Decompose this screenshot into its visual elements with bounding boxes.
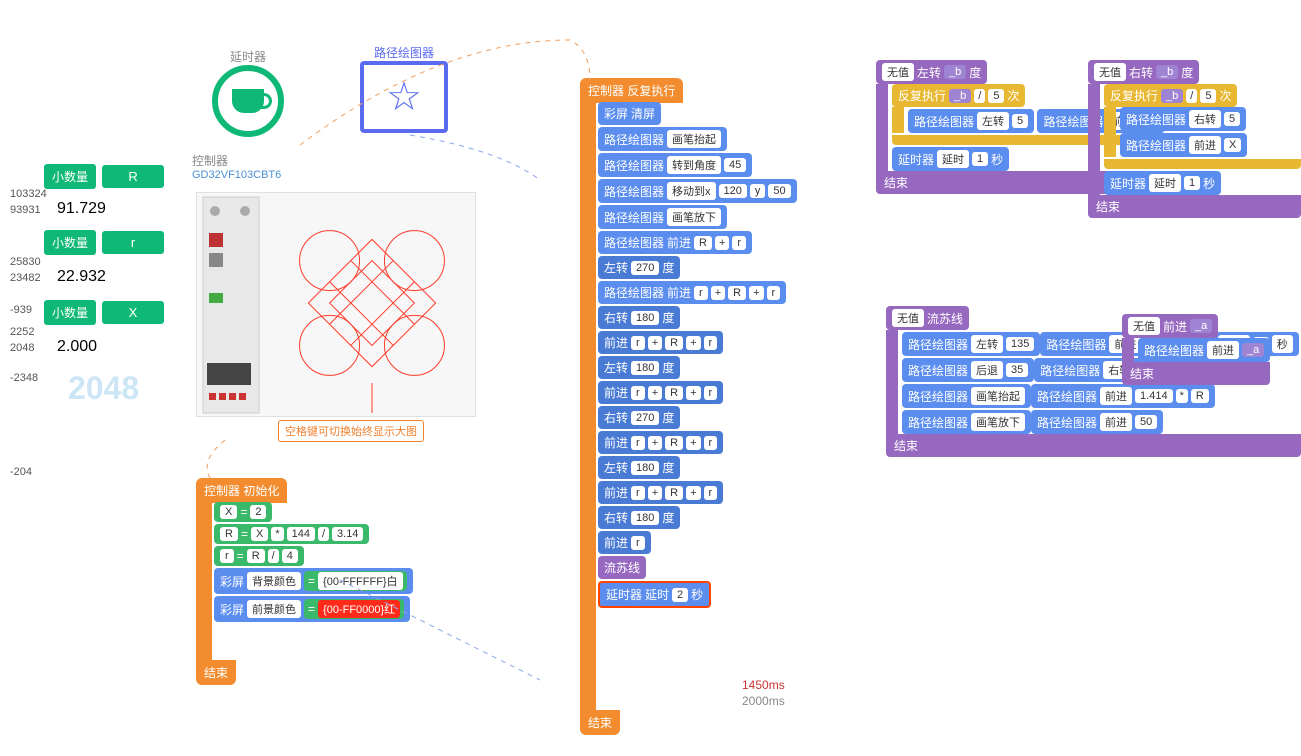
block-row[interactable]: 前进r <box>598 531 651 554</box>
drawer-icon-group[interactable]: 路径绘图器 ☆ <box>360 44 448 133</box>
main-block-end: 结束 <box>580 710 620 735</box>
timer-icon <box>212 65 284 137</box>
block-row[interactable]: 右转270度 <box>598 406 680 429</box>
var-r[interactable]: 小数量 r <box>44 230 164 255</box>
preview-board <box>196 192 476 417</box>
block-row[interactable]: 路径绘图器转到角度45 <box>598 153 752 177</box>
init-block-body[interactable]: X=2 R=X*144/3.14 r=R/4 彩屏背景颜色={00-FFFFFF… <box>214 502 413 622</box>
fn-right-turn[interactable]: 无值右转_b度 反复执行_b/5次 路径绘图器右转5 路径绘图器前进X 延时器延… <box>1088 60 1301 218</box>
timer-label: 延时器 <box>212 48 284 65</box>
loop[interactable]: 反复执行_b/5次 <box>892 84 1025 107</box>
block-row[interactable]: 流苏线 <box>598 556 646 579</box>
fn-head[interactable]: 无值前进_a <box>1122 314 1218 338</box>
fn-forward[interactable]: 无值前进_a 路径绘图器前进_a 结束 <box>1122 314 1270 385</box>
block-row[interactable]: 前进r+R+r <box>598 481 723 504</box>
block-row[interactable]: 路径绘图器前进50 <box>1031 410 1163 434</box>
block-row[interactable]: 路径绘图器画笔放下 <box>598 205 727 229</box>
block-row[interactable]: 左转270度 <box>598 256 680 279</box>
set-fgcolor[interactable]: 彩屏前景颜色={00-FF0000}红 <box>214 596 410 622</box>
block-row[interactable]: 路径绘图器移动到x120y50 <box>598 179 797 203</box>
var-R[interactable]: 小数量 R <box>44 164 164 189</box>
block-row[interactable]: 前进r+R+r <box>598 331 723 354</box>
block-row[interactable]: 彩屏清屏 <box>598 102 661 125</box>
block-row[interactable]: 左转180度 <box>598 356 680 379</box>
block-row[interactable]: 左转180度 <box>598 456 680 479</box>
block-row[interactable]: 路径绘图器左转135 <box>902 332 1040 356</box>
drawer-label: 路径绘图器 <box>360 44 448 61</box>
block-row[interactable]: 前进r+R+r <box>598 431 723 454</box>
block-row[interactable]: 延时器延时2秒 <box>598 581 711 608</box>
drawer-icon: ☆ <box>360 61 448 133</box>
fn-head[interactable]: 无值左转_b度 <box>876 60 987 84</box>
controller-sn: GD32VF103CBT6 <box>192 169 281 181</box>
timer-icon-group[interactable]: 延时器 <box>212 48 284 137</box>
controller-label: 控制器 <box>192 152 281 169</box>
block-row[interactable]: 路径绘图器后退35 <box>902 358 1034 382</box>
block-row[interactable]: 路径绘图器前进1.414*R <box>1031 384 1215 408</box>
block-row[interactable]: 路径绘图器前进r+R+r <box>598 281 786 304</box>
assign-X[interactable]: X=2 <box>214 502 272 522</box>
block-row[interactable]: 右转180度 <box>598 306 680 329</box>
block-row[interactable]: 路径绘图器画笔抬起 <box>598 127 727 151</box>
block-row[interactable]: 右转180度 <box>598 506 680 529</box>
workspace[interactable]: 延时器 路径绘图器 ☆ 控制器 GD32VF103CBT6 小数量 R 1033… <box>0 0 1301 756</box>
knot-drawing <box>197 193 477 418</box>
init-block-end: 结束 <box>196 660 236 685</box>
preview-tip: 空格键可切换始终显示大图 <box>278 420 424 442</box>
controller-label-group: 控制器 GD32VF103CBT6 <box>192 152 281 181</box>
block-row[interactable]: 路径绘图器前进R+r <box>598 231 752 254</box>
fn-head[interactable]: 无值右转_b度 <box>1088 60 1199 84</box>
fn-head[interactable]: 无值流苏线 <box>886 306 969 330</box>
block-row[interactable]: 路径绘图器画笔抬起 <box>902 384 1031 408</box>
block-row[interactable]: 前进r+R+r <box>598 381 723 404</box>
assign-R[interactable]: R=X*144/3.14 <box>214 524 369 544</box>
assign-r[interactable]: r=R/4 <box>214 546 304 566</box>
main-block-body[interactable]: 彩屏清屏路径绘图器画笔抬起路径绘图器转到角度45路径绘图器移动到x120y50路… <box>598 102 797 608</box>
var-X[interactable]: 小数量 X <box>44 300 164 325</box>
block-row[interactable]: 路径绘图器画笔放下 <box>902 410 1031 434</box>
loop[interactable]: 反复执行_b/5次 <box>1104 84 1237 107</box>
set-bgcolor[interactable]: 彩屏背景颜色={00-FFFFFF}白 <box>214 568 413 594</box>
